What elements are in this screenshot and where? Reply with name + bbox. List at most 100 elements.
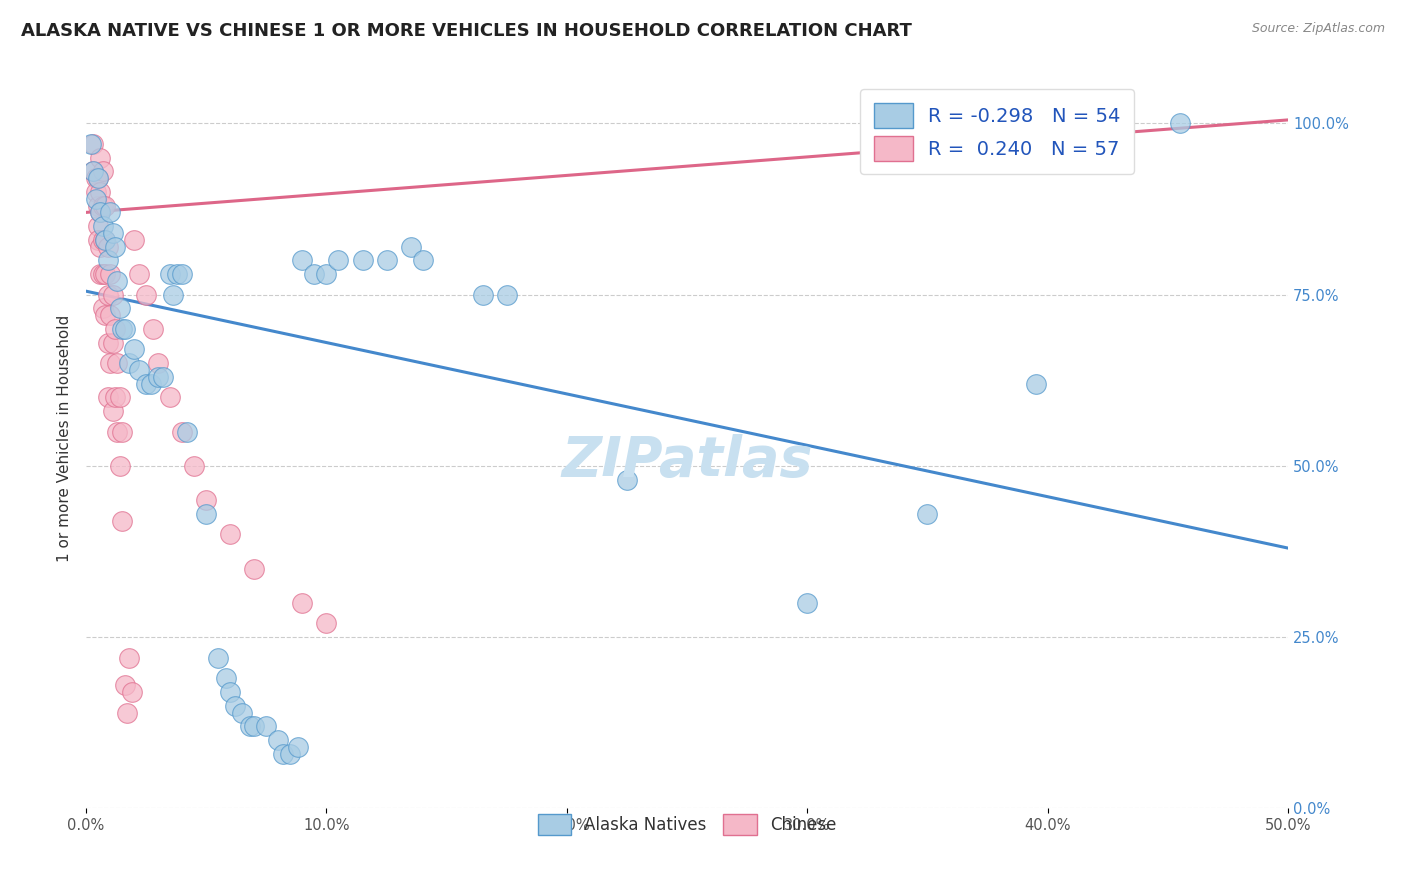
Point (89, 205, 111, 219)
Point (495, 287, 517, 301)
Point (304, 267, 326, 281)
Point (97, 240, 120, 254)
Point (91, 301, 114, 316)
Point (114, 678, 136, 692)
Point (471, 287, 494, 301)
Point (84, 192, 107, 206)
Point (118, 356, 141, 370)
Point (219, 527, 242, 541)
Point (80, 136, 103, 151)
Point (108, 301, 131, 316)
Point (91, 219, 114, 233)
Point (183, 458, 205, 473)
Point (142, 322, 165, 336)
Point (94, 198, 117, 212)
Point (114, 322, 136, 336)
Text: Source: ZipAtlas.com: Source: ZipAtlas.com (1251, 22, 1385, 36)
Point (375, 253, 398, 268)
Point (82, 136, 104, 151)
Point (87, 198, 110, 212)
Point (115, 706, 138, 720)
Point (101, 404, 124, 418)
Point (219, 685, 242, 699)
Point (243, 719, 266, 733)
Point (104, 240, 127, 254)
Point (224, 698, 246, 713)
Point (122, 233, 145, 247)
Point (1025, 376, 1047, 391)
Point (89, 240, 111, 254)
Point (89, 205, 111, 219)
Point (111, 425, 134, 439)
Point (87, 171, 110, 186)
Point (231, 706, 253, 720)
Point (135, 376, 157, 391)
Point (108, 458, 131, 473)
Y-axis label: 1 or more Vehicles in Household: 1 or more Vehicles in Household (58, 315, 72, 562)
Text: ZIPatlas: ZIPatlas (561, 434, 813, 488)
Point (89, 151, 111, 165)
Point (87, 171, 110, 186)
Point (101, 226, 124, 240)
Point (118, 650, 141, 665)
Point (135, 287, 157, 301)
Point (128, 267, 150, 281)
Point (94, 267, 117, 281)
Point (207, 650, 229, 665)
Point (315, 616, 337, 631)
Point (84, 185, 107, 199)
Point (162, 287, 184, 301)
Point (412, 253, 434, 268)
Point (271, 747, 294, 761)
Point (238, 719, 260, 733)
Point (97, 390, 120, 404)
Point (87, 233, 110, 247)
Point (128, 363, 150, 377)
Point (97, 335, 120, 350)
Point (139, 376, 162, 391)
Point (214, 671, 236, 685)
Point (82, 164, 104, 178)
Point (84, 171, 107, 186)
Point (280, 747, 302, 761)
Point (328, 253, 350, 268)
Point (917, 507, 939, 521)
Point (89, 185, 111, 199)
Point (122, 343, 145, 357)
Point (101, 335, 124, 350)
Point (121, 685, 143, 699)
Point (159, 390, 181, 404)
Point (94, 233, 117, 247)
Point (91, 164, 114, 178)
Point (91, 198, 114, 212)
Point (94, 233, 117, 247)
Legend: Alaska Natives, Chinese: Alaska Natives, Chinese (527, 805, 846, 845)
Point (287, 739, 309, 754)
Point (98, 308, 121, 322)
Point (97, 253, 120, 268)
Point (87, 219, 110, 233)
Point (101, 287, 124, 301)
Point (82, 164, 104, 178)
Point (172, 267, 194, 281)
Point (616, 473, 638, 487)
Point (152, 369, 174, 384)
Point (111, 322, 134, 336)
Point (291, 253, 314, 268)
Point (796, 596, 818, 610)
Point (291, 596, 314, 610)
Point (148, 356, 170, 370)
Point (111, 514, 134, 528)
Point (105, 274, 128, 288)
Point (105, 425, 128, 439)
Point (98, 267, 121, 281)
Point (352, 253, 374, 268)
Point (98, 205, 121, 219)
Point (1168, 116, 1191, 130)
Point (176, 425, 198, 439)
Point (166, 267, 188, 281)
Point (105, 356, 128, 370)
Point (94, 308, 117, 322)
Point (399, 240, 422, 254)
Point (104, 390, 127, 404)
